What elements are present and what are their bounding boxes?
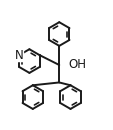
Text: OH: OH [68, 58, 86, 71]
Text: N: N [15, 49, 23, 62]
